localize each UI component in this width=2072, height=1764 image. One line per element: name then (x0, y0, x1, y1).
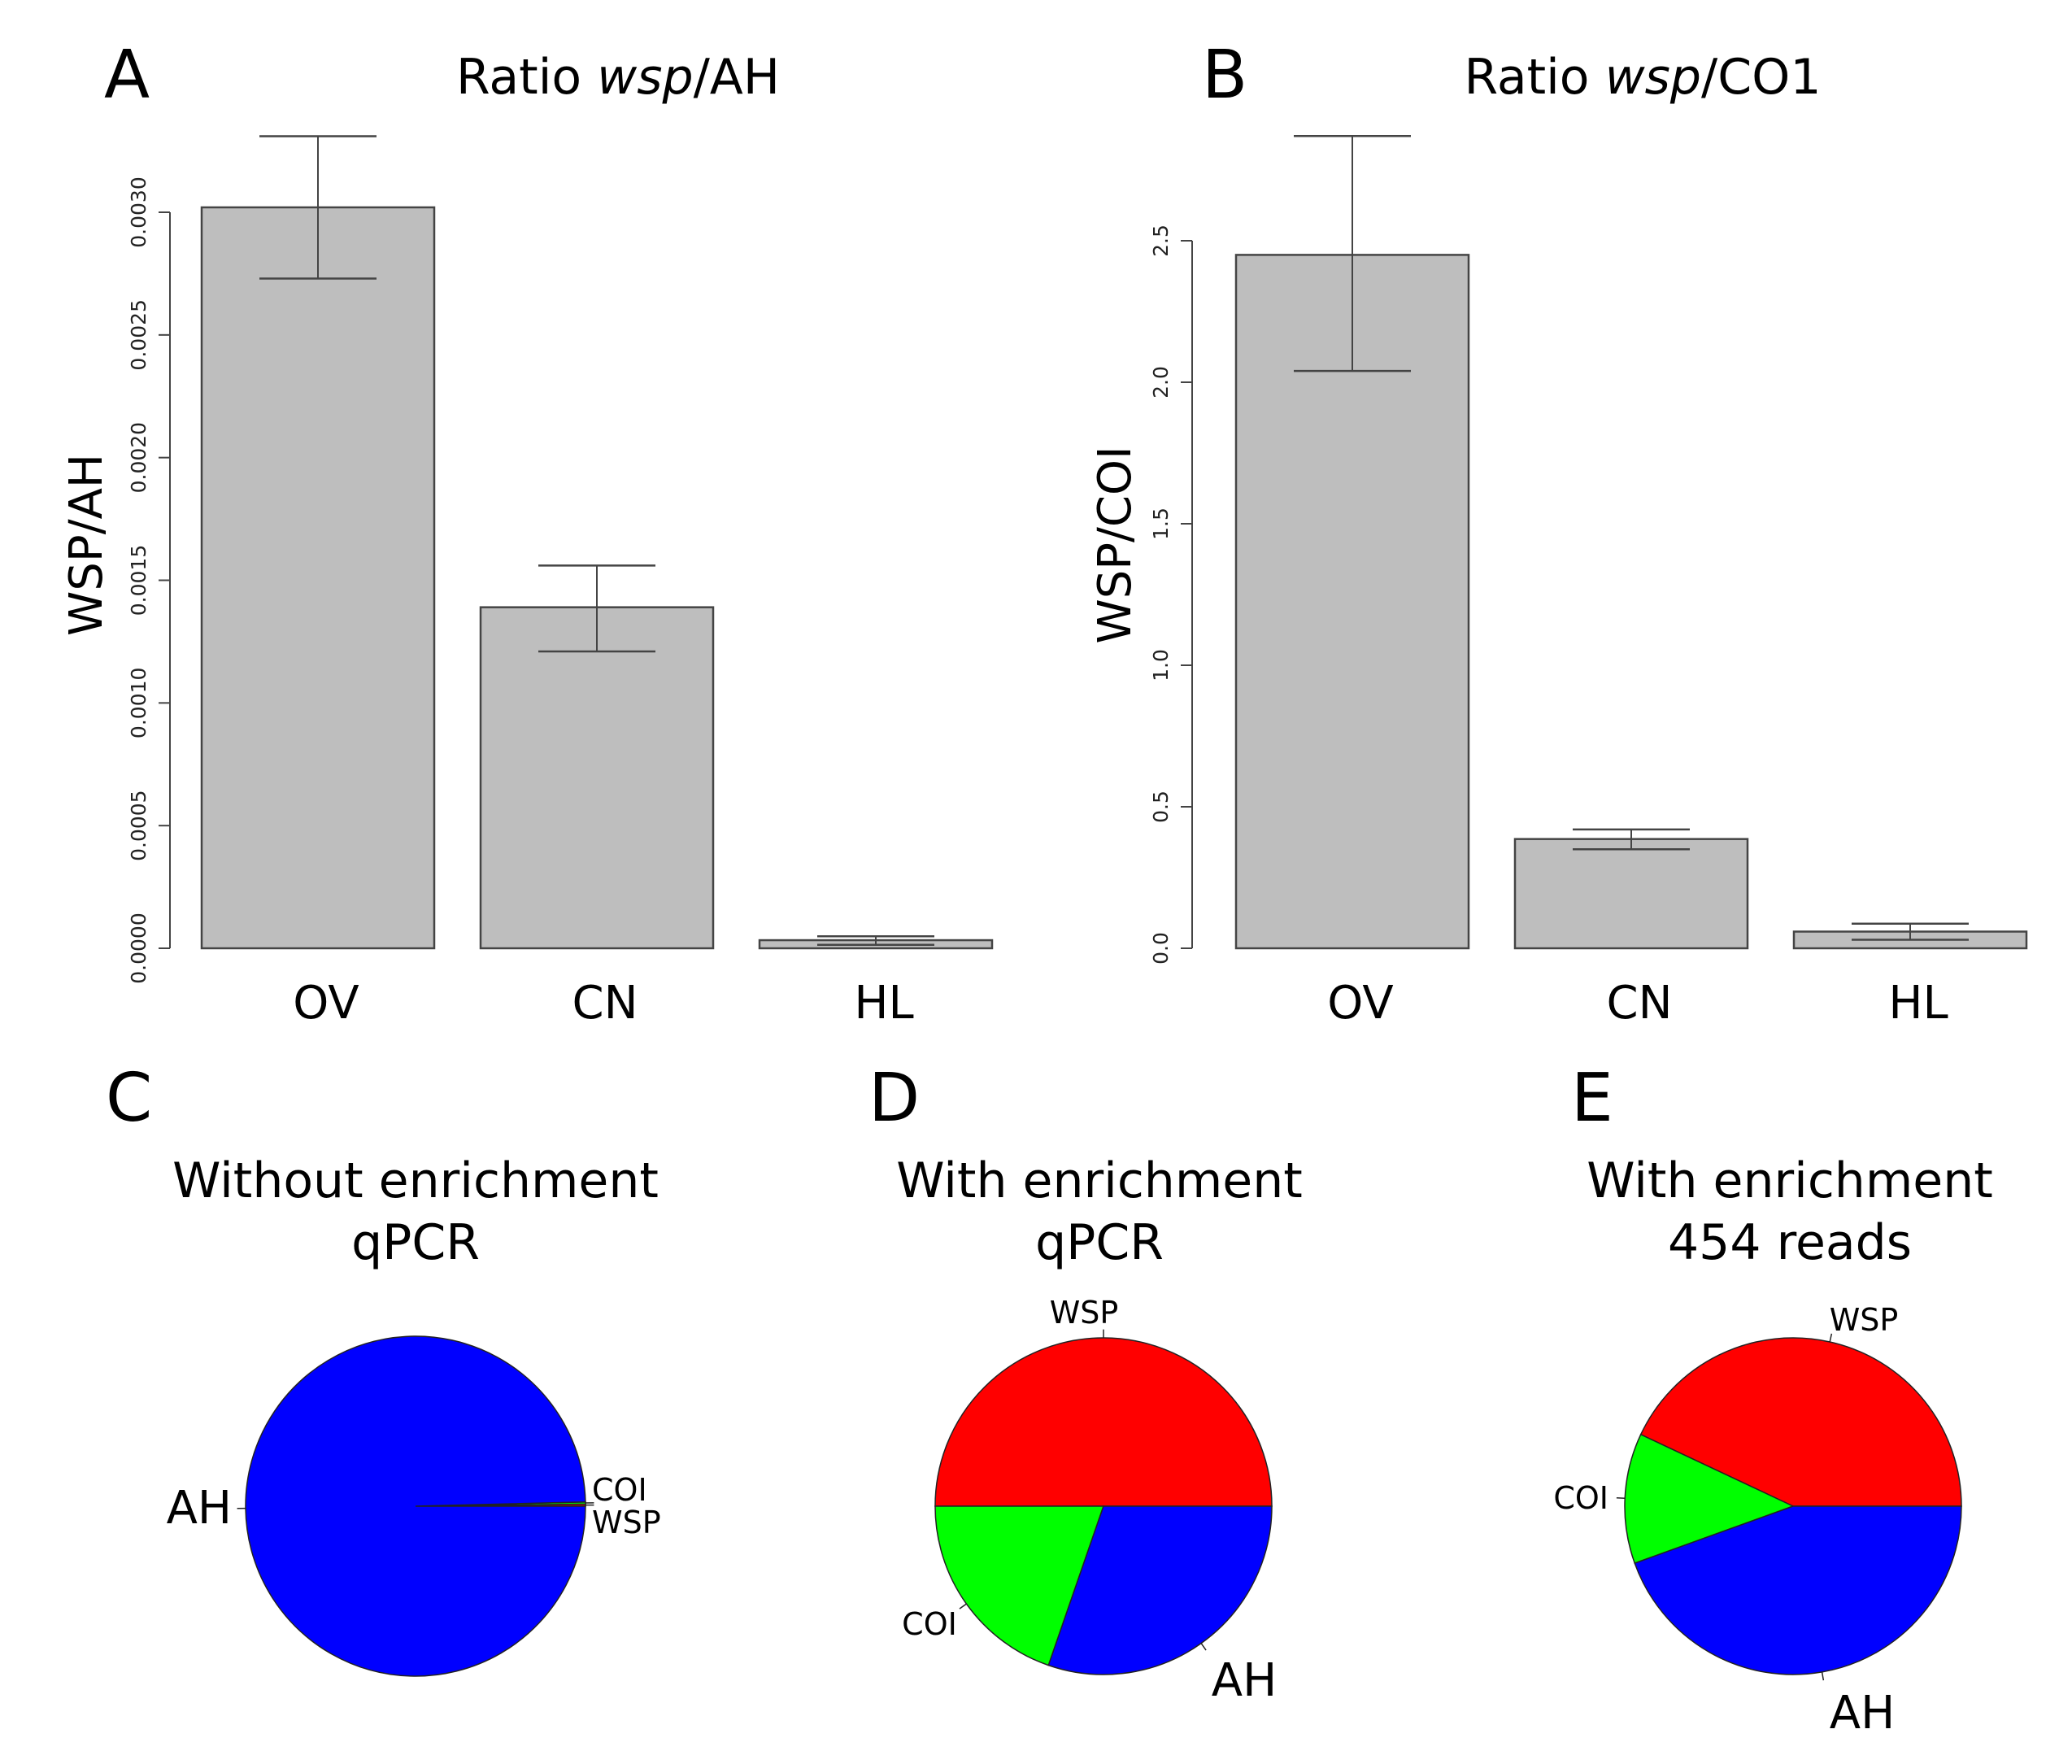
panel-e: E With enrichment 454 reads WSP COI AH (1553, 1060, 1992, 1740)
pie-label-tick (1200, 1643, 1207, 1651)
x-category-label: HL (854, 977, 913, 1030)
y-tick-label: 1.0 (1149, 649, 1173, 682)
x-category-label: CN (572, 977, 638, 1030)
chart-title-a: Ratio wsp/AH (456, 49, 780, 106)
panel-letter-d: D (868, 1060, 920, 1137)
y-tick-label: 0.0030 (127, 176, 150, 247)
panel-letter-c: C (106, 1060, 152, 1137)
pie-label-c-wsp: WSP (592, 1505, 661, 1540)
pie-slice-ah (1047, 1505, 1273, 1675)
pie-label-d-wsp: WSP (1050, 1295, 1119, 1331)
pie-label-c-coi: COI (592, 1472, 647, 1508)
pie-label-e-coi: COI (1553, 1480, 1608, 1516)
panel-letter-a: A (104, 37, 150, 114)
y-tick-label: 0.5 (1149, 791, 1173, 823)
pie-c (237, 1335, 594, 1677)
y-tick-label: 0.0015 (127, 545, 150, 616)
pie-label-d-ah: AH (1212, 1654, 1277, 1707)
pie-e (1616, 1333, 1962, 1681)
pie-label-c-ah: AH (167, 1482, 232, 1535)
plot-area-b: 0.0 0.5 1.0 1.5 2.0 2.5 OV CN HL (1149, 134, 2028, 1030)
pie-label-e-ah: AH (1830, 1687, 1895, 1740)
bar-cn (479, 606, 715, 950)
pie-d (934, 1329, 1273, 1675)
x-category-label: OV (1327, 977, 1393, 1030)
pie-title-e-line1: With enrichment (1587, 1152, 1993, 1209)
panel-c: C Without enrichment qPCR AH COI WSP (106, 1060, 661, 1677)
panel-letter-e: E (1571, 1060, 1613, 1137)
pie-label-e-wsp: WSP (1830, 1302, 1899, 1338)
y-tick-label: 0.0025 (127, 299, 150, 370)
pie-slice-ah (1634, 1505, 1962, 1675)
bar-ov (200, 206, 436, 950)
pie-slice-ah (245, 1335, 586, 1677)
panel-a: A Ratio wsp/AH WSP/AH 0.0000 0.0005 0.0010… (60, 37, 994, 1030)
y-axis-label-a: WSP/AH (60, 454, 113, 636)
pie-title-e-line2: 454 reads (1668, 1214, 1912, 1271)
bar-cn (1513, 838, 1749, 950)
panel-b: B Ratio wsp/CO1 WSP/COI 0.0 0.5 1.0 1.5 2.0 2… (1089, 37, 2028, 1030)
y-tick-label: 2.0 (1149, 366, 1173, 399)
pie-title-d-line2: qPCR (1035, 1214, 1164, 1271)
pie-slice-wsp (934, 1337, 1273, 1507)
y-tick-label: 0.0010 (127, 668, 150, 738)
y-tick-label: 1.5 (1149, 507, 1173, 540)
x-category-label: OV (293, 977, 359, 1030)
y-tick-label: 0.0 (1149, 932, 1173, 965)
pie-slice-wsp (1639, 1337, 1962, 1507)
y-axis-label-b: WSP/COI (1089, 446, 1142, 643)
chart-title-b: Ratio wsp/CO1 (1464, 49, 1821, 106)
x-category-label: CN (1607, 977, 1673, 1030)
panel-letter-b: B (1202, 37, 1247, 114)
panel-d: D With enrichment qPCR WSP COI AH (868, 1060, 1303, 1707)
pie-title-d-line1: With enrichment (896, 1152, 1303, 1209)
plot-area-a: 0.0000 0.0005 0.0010 0.0015 0.0020 0.0025 0.00… (127, 135, 994, 1030)
pie-title-c-line1: Without enrichment (172, 1152, 659, 1209)
y-tick-label: 0.0005 (127, 790, 150, 860)
x-category-label: HL (1888, 977, 1948, 1030)
pie-label-d-coi: COI (902, 1606, 957, 1642)
y-tick-label: 2.5 (1149, 224, 1173, 257)
y-tick-label: 0.0000 (127, 912, 150, 983)
pie-label-tick (1821, 1671, 1825, 1681)
pie-title-c-line2: qPCR (351, 1214, 480, 1271)
pie-label-tick (1829, 1333, 1833, 1343)
y-tick-label: 0.0020 (127, 422, 150, 493)
pie-label-tick (959, 1603, 967, 1609)
